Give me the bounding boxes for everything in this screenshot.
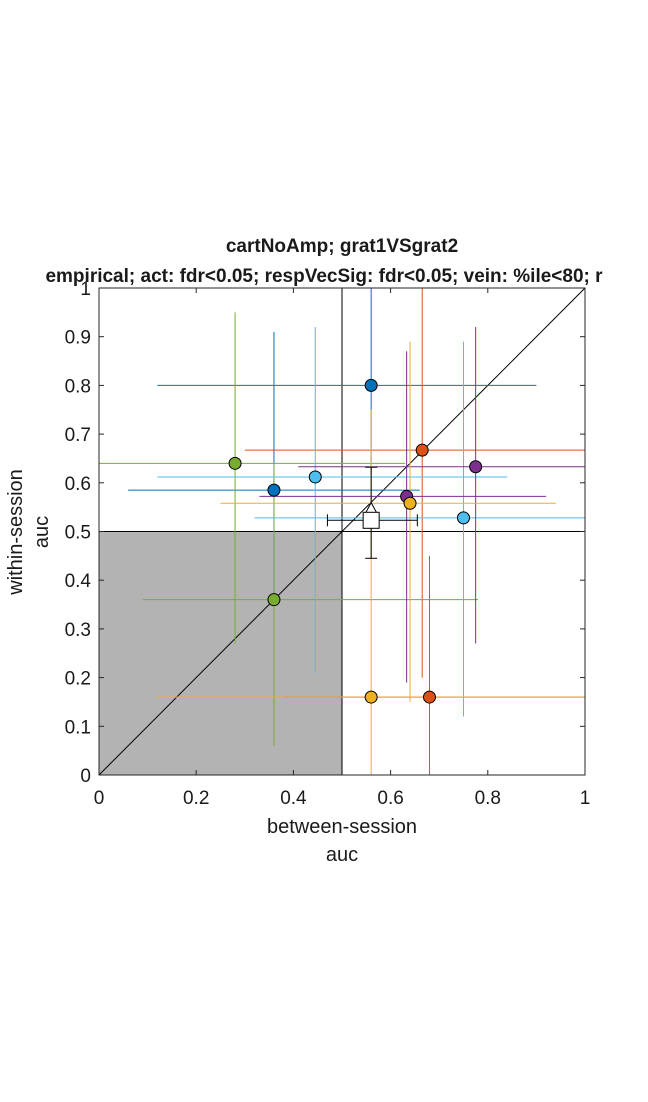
chart-subtitle: empirical; act: fdr<0.05; respVecSig: fd… [45, 266, 603, 287]
y-tick-label-1: 0.1 [65, 717, 91, 738]
diagonal-line [99, 288, 585, 775]
data-point-0 [364, 378, 378, 392]
y-tick-label-0: 0 [80, 766, 91, 787]
y-tick-label-9: 0.9 [65, 328, 91, 349]
x-tick-label-2: 0.4 [280, 788, 307, 809]
y-tick-label-7: 0.7 [65, 425, 91, 446]
data-point-2 [415, 443, 429, 457]
y-axis-label-line2: auc [31, 516, 53, 548]
y-tick-label-10: 1 [80, 279, 91, 300]
x-tick-label-1: 0.2 [183, 788, 209, 809]
summary-mean-square [362, 511, 380, 529]
x-axis-label-line2: auc [326, 844, 358, 866]
y-tick-label-6: 0.6 [65, 474, 91, 495]
y-axis-label-line1: within-session [5, 469, 27, 596]
plot-area [99, 288, 585, 775]
axes: 0 0.2 0.4 0.6 0.8 1 0 0.1 0.2 0.3 0.4 0.5 0.6 0.7 0.8 0… [65, 279, 591, 809]
data-point-6 [308, 470, 322, 484]
data-point-10 [403, 496, 417, 510]
data-point-5 [267, 593, 281, 607]
chart-title: cartNoAmp; grat1VSgrat2 [226, 236, 458, 257]
data-point-8 [469, 460, 483, 474]
x-tick-label-3: 0.6 [377, 788, 403, 809]
x-tick-label-5: 1 [580, 788, 591, 809]
data-point-4 [228, 456, 242, 470]
y-tick-label-2: 0.2 [65, 669, 91, 690]
data-point-7 [457, 511, 470, 525]
x-tick-label-4: 0.8 [475, 788, 501, 809]
data-point-11 [364, 690, 378, 704]
y-tick-label-5: 0.5 [65, 523, 91, 544]
y-tick-label-4: 0.4 [65, 571, 92, 592]
data-point-3 [422, 690, 436, 704]
y-tick-label-3: 0.3 [65, 620, 91, 641]
x-tick-label-0: 0 [94, 788, 105, 809]
x-axis-label-line1: between-session [267, 816, 417, 838]
y-tick-label-8: 0.8 [65, 376, 91, 397]
data-point-1 [267, 483, 281, 497]
